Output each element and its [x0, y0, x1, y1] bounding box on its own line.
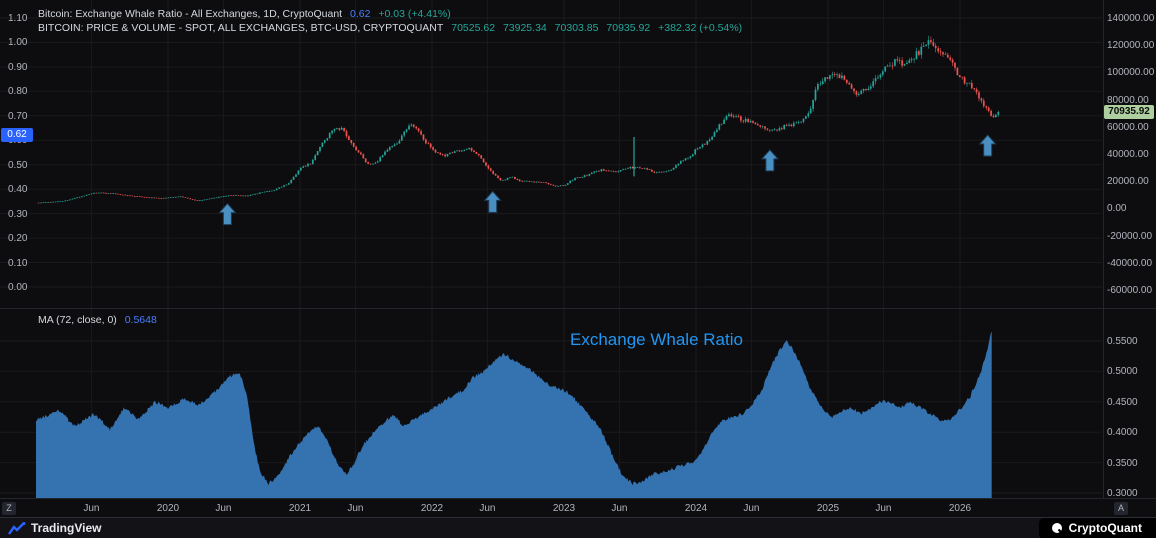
whale-ratio-area — [36, 331, 992, 498]
candle-bodies-down — [37, 40, 995, 204]
whale-ratio-chart-canvas[interactable] — [0, 308, 1156, 498]
time-axis-tick: 2026 — [948, 503, 972, 514]
up-arrow-annotation[interactable] — [483, 190, 502, 213]
series-title: Bitcoin: Exchange Whale Ratio - All Exch… — [38, 8, 343, 20]
ma-value: 0.5648 — [124, 314, 157, 326]
ohlc-low: 70303.85 — [554, 22, 599, 34]
series-legend-price[interactable]: BITCOIN: PRICE & VOLUME - SPOT, ALL EXCH… — [38, 22, 747, 34]
time-axis-tick: 2021 — [288, 503, 312, 514]
up-arrow-annotation[interactable] — [978, 134, 997, 157]
series-title: BITCOIN: PRICE & VOLUME - SPOT, ALL EXCH… — [38, 22, 444, 34]
ma-legend[interactable]: MA (72, close, 0) 0.5648 — [38, 314, 162, 326]
ohlc-close: 70935.92 — [606, 22, 651, 34]
ohlc-high: 73925.34 — [502, 22, 547, 34]
tradingview-label: TradingView — [31, 521, 102, 535]
up-arrow-annotation[interactable] — [760, 149, 780, 172]
candle-wicks-up — [40, 35, 999, 204]
time-axis-tick: 2023 — [552, 503, 576, 514]
panel-divider[interactable] — [0, 308, 1156, 309]
cryptoquant-brand[interactable]: CryptoQuant — [1038, 517, 1156, 538]
time-axis-tick: 2025 — [816, 503, 840, 514]
time-axis-tick: Jun — [479, 503, 496, 514]
series-change: +0.03 (+4.41%) — [378, 8, 451, 20]
cryptoquant-label: CryptoQuant — [1068, 521, 1142, 535]
auto-scale-button[interactable]: A — [1114, 502, 1128, 515]
series-value: 0.62 — [350, 8, 371, 20]
series-legend-whale-ratio[interactable]: Bitcoin: Exchange Whale Ratio - All Exch… — [38, 8, 456, 20]
time-axis-tick: 2022 — [420, 503, 444, 514]
cryptoquant-logo — [1051, 523, 1063, 534]
price-chart-canvas[interactable] — [0, 0, 1156, 308]
footer-bar: TradingView CryptoQuant — [0, 517, 1156, 538]
up-arrow-annotation[interactable] — [218, 202, 237, 226]
chart-title-annotation: Exchange Whale Ratio — [570, 330, 743, 349]
price-last-value-label: 70935.92 — [1104, 104, 1154, 119]
tradingview-logo — [8, 521, 26, 535]
series-change: +382.32 (+0.54%) — [658, 22, 743, 34]
time-axis-tick: Jun — [875, 503, 892, 514]
whale-ratio-last-value-label: 0.62 — [1, 128, 33, 143]
time-axis[interactable]: Z Jun 2020 Jun 2021 Jun 2022 Jun 2023 Jun 2024 Jun… — [0, 498, 1156, 517]
time-axis-tick: Jun — [215, 503, 232, 514]
time-axis-tick: 2020 — [156, 503, 180, 514]
time-axis-tick: 2024 — [684, 503, 708, 514]
candle-wicks-down — [38, 36, 994, 204]
grid-top — [0, 0, 1102, 308]
time-axis-tick: Jun — [83, 503, 100, 514]
right-axis-divider — [1103, 0, 1104, 498]
candle-bodies-up — [40, 40, 1000, 204]
time-axis-tick: Jun — [611, 503, 628, 514]
time-axis-tick: Jun — [347, 503, 364, 514]
tradingview-brand[interactable]: TradingView — [0, 521, 101, 535]
ma-label: MA (72, close, 0) — [38, 314, 117, 326]
time-axis-tick: Jun — [743, 503, 760, 514]
timezone-button[interactable]: Z — [2, 502, 16, 515]
ohlc-open: 70525.62 — [451, 22, 496, 34]
